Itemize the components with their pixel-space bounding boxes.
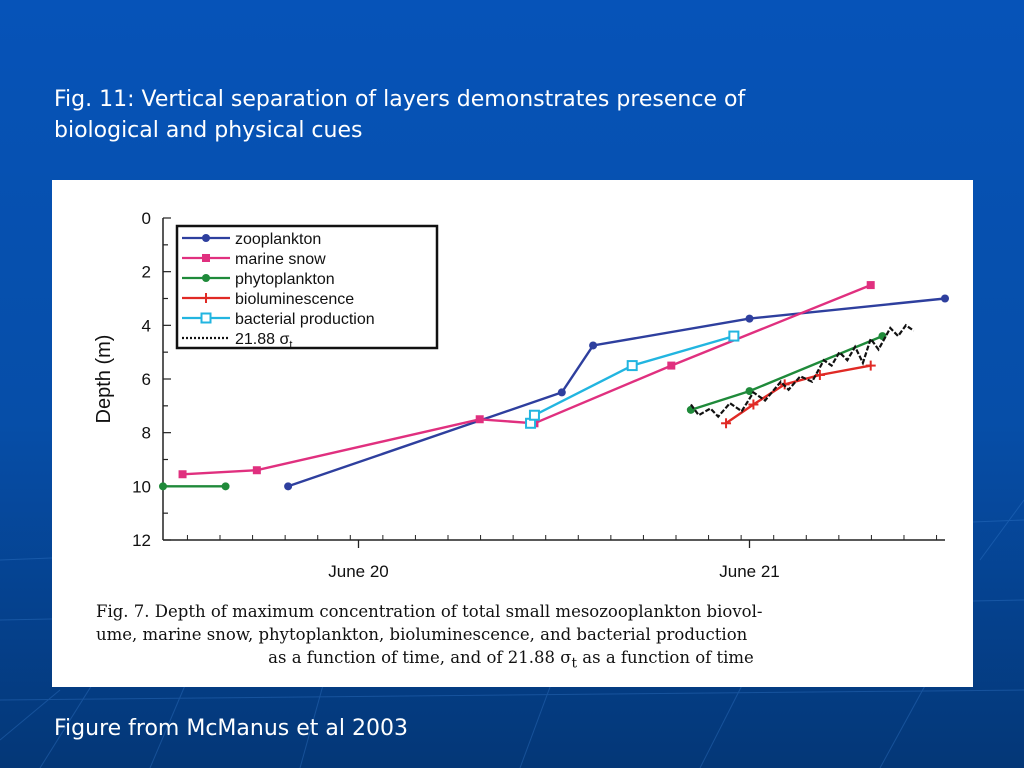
data-point: [721, 418, 732, 429]
legend-label: bioluminescence: [235, 291, 354, 308]
data-point: [178, 470, 187, 479]
data-point: [284, 482, 293, 491]
y-axis-label: Depth (m): [93, 335, 115, 424]
data-point: [589, 341, 598, 350]
data-point: [941, 294, 949, 303]
data-point: [865, 360, 876, 371]
data-point: [667, 361, 676, 370]
series-line-t: [690, 323, 915, 419]
y-tick-label: 6: [142, 370, 151, 389]
caption-line1: Fig. 7. Depth of maximum concentration o…: [96, 602, 763, 621]
legend-box: [175, 224, 439, 350]
slide-title-line1: Fig. 11: Vertical separation of layers d…: [54, 87, 746, 112]
data-point: [557, 388, 566, 397]
series-line-marine-snow: [182, 283, 872, 476]
data-point: [159, 482, 167, 491]
caption-line3: as a function of time, and of 21.88 σt a…: [96, 646, 956, 675]
data-point: [202, 234, 210, 242]
y-tick-label: 10: [132, 477, 151, 496]
figure-panel: 0 2 4 6 8 10 12 Depth (m) June 20 June 21 zooplank…: [52, 180, 973, 687]
legend-label: marine snow: [235, 251, 326, 268]
y-tick-label: 0: [142, 209, 151, 228]
caption-line3-text: as a function of time, and of 21.88 σ: [268, 648, 572, 667]
data-point: [528, 409, 540, 421]
data-point: [626, 360, 638, 372]
caption-subscript: t: [571, 655, 578, 672]
data-point: [202, 274, 210, 282]
y-tick-label: 4: [142, 316, 151, 335]
legend-label: zooplankton: [235, 231, 321, 248]
data-point: [200, 312, 212, 324]
legend-label: 21.88 σt: [235, 331, 292, 351]
y-tick-label: 8: [142, 424, 151, 443]
legend-label: phytoplankton: [235, 271, 335, 288]
y-tick-label: 2: [142, 263, 151, 282]
data-point: [745, 387, 754, 396]
data-point: [202, 254, 210, 262]
series-line-bacterial-production: [529, 334, 735, 424]
slide-title-line2: biological and physical cues: [54, 118, 363, 143]
data-point: [866, 281, 875, 290]
data-point: [748, 399, 759, 410]
data-point: [252, 466, 261, 475]
data-point: [201, 293, 211, 303]
depth-chart: 0 2 4 6 8 10 12 Depth (m) June 20 June 21 zooplank…: [93, 209, 949, 581]
legend-label: bacterial production: [235, 311, 375, 328]
source-credit: Figure from McManus et al 2003: [54, 716, 408, 741]
figure-caption: Fig. 7. Depth of maximum concentration o…: [96, 600, 956, 675]
data-point: [814, 369, 825, 380]
y-tick-label: 12: [132, 531, 151, 550]
data-point: [728, 330, 740, 342]
x-tick-label: June 20: [328, 562, 389, 581]
data-point: [745, 314, 754, 323]
legend-subscript: t: [289, 339, 292, 351]
slide-title: Fig. 11: Vertical separation of layers d…: [54, 84, 934, 146]
data-point: [221, 482, 230, 491]
caption-line2: ume, marine snow, phytoplankton, biolumi…: [96, 625, 748, 644]
data-point: [475, 415, 484, 424]
x-tick-label: June 21: [719, 562, 780, 581]
caption-line3-end: as a function of time: [577, 648, 754, 667]
